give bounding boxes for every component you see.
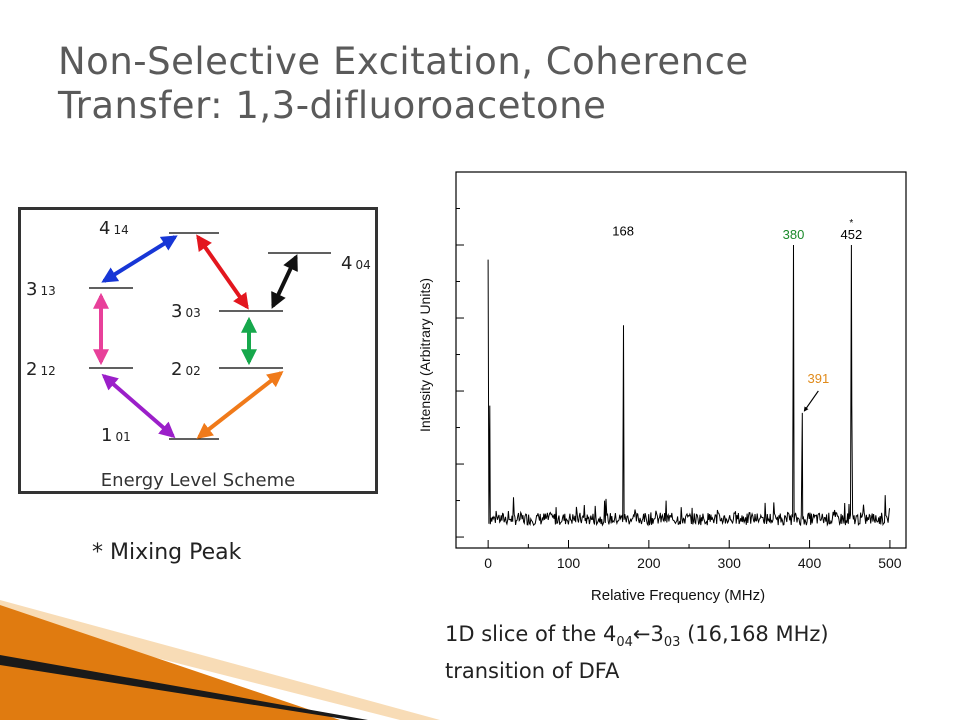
caption-part1: 1D slice of the 4 [445,622,617,646]
energy-level-label-1_01: 1 01 [101,425,131,446]
energy-scheme-caption: Energy Level Scheme [101,470,295,491]
corner-ribbon-dark [0,655,368,720]
caption-line1: 1D slice of the 404←303 (16,168 MHz) [445,620,829,657]
energy-level-label-4_14: 4 14 [99,218,129,239]
caption-part3: (16,168 MHz) [680,622,829,646]
energy-level-label-2_02: 2 02 [171,359,201,380]
transition-arrow-1_01-2_12 [101,373,176,439]
x-tick-label: 500 [878,555,902,571]
slide-title-line1: Non-Selective Excitation, Coherence [58,40,749,83]
spectrum-trace [487,244,890,527]
figure-caption: 1D slice of the 404←303 (16,168 MHz) tra… [445,620,829,685]
energy-level-label-4_04: 4 04 [341,253,371,274]
caption-part2: ←3 [632,622,664,646]
slide-title-line2: Transfer: 1,3-difluoroacetone [58,84,607,127]
x-tick-label: 400 [798,555,822,571]
y-axis-label: Intensity (Arbitrary Units) [417,278,433,432]
peak-label-arrow [803,390,819,412]
x-axis-label: Relative Frequency (MHz) [591,587,765,604]
plot-frame [455,171,907,549]
energy-level-label-3_13: 3 13 [26,279,56,300]
energy-level-svg: 1 01 2 12 2 02 3 13 3 03 4 14 4 04 Energy Level Schem… [26,218,371,491]
transition-arrow-3_03-4_04 [271,254,298,309]
x-tick-label: 100 [557,555,581,571]
peak-label-380: 380 [783,227,805,242]
caption-sub2: 03 [663,635,681,651]
peak-label-391: 391 [807,371,829,386]
peak-label-452: 452 [841,227,863,242]
slide-title: Non-Selective Excitation, Coherence Tran… [58,40,938,128]
transition-arrow-2_02-1_01 [196,371,284,439]
transition-arrow-4_14-3_03 [196,234,249,310]
mixing-peak-note: * Mixing Peak [92,540,242,565]
energy-level-label-2_12: 2 12 [26,359,56,380]
caption-sub1: 04 [616,635,633,651]
caption-line2: transition of DFA [445,659,620,684]
energy-level-diagram: 1 01 2 12 2 02 3 13 3 03 4 14 4 04 Energy Level Schem… [18,207,378,494]
corner-ribbon-light [0,600,440,720]
x-tick-label: 0 [484,555,492,571]
x-tick-label: 300 [718,555,742,571]
mixing-peak-marker: * [849,218,853,229]
corner-ribbon-orange [0,605,340,720]
transition-arrow-3_13-4_14 [101,235,178,283]
peak-label-168: 168 [612,223,634,238]
energy-level-label-3_03: 3 03 [171,301,201,322]
x-tick-label: 200 [637,555,661,571]
